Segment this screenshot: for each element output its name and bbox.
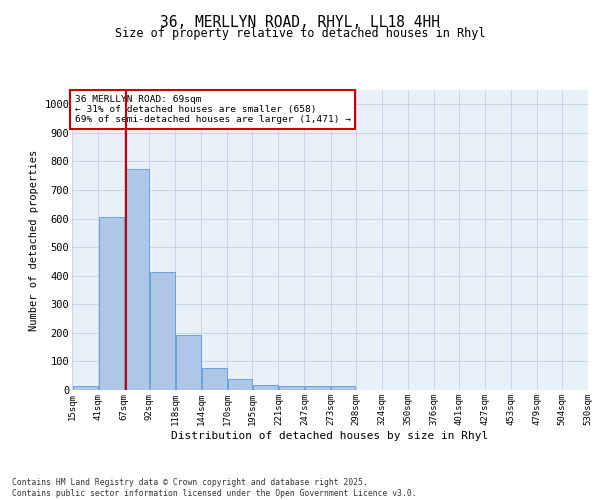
Bar	[98, 217, 124, 390]
Text: 36 MERLLYN ROAD: 69sqm
← 31% of detached houses are smaller (658)
69% of semi-de: 36 MERLLYN ROAD: 69sqm ← 31% of detached…	[74, 94, 350, 124]
Bar	[279, 386, 304, 390]
Bar	[202, 368, 227, 390]
Text: Contains HM Land Registry data © Crown copyright and database right 2025.
Contai: Contains HM Land Registry data © Crown c…	[12, 478, 416, 498]
X-axis label: Distribution of detached houses by size in Rhyl: Distribution of detached houses by size …	[172, 430, 488, 440]
Bar	[149, 272, 175, 390]
Bar	[228, 379, 252, 390]
Bar	[305, 386, 330, 390]
Bar	[125, 168, 149, 390]
Bar	[331, 386, 355, 390]
Bar	[176, 335, 201, 390]
Y-axis label: Number of detached properties: Number of detached properties	[29, 150, 38, 330]
Text: 36, MERLLYN ROAD, RHYL, LL18 4HH: 36, MERLLYN ROAD, RHYL, LL18 4HH	[160, 15, 440, 30]
Bar	[253, 385, 278, 390]
Text: Size of property relative to detached houses in Rhyl: Size of property relative to detached ho…	[115, 28, 485, 40]
Bar	[73, 386, 98, 390]
